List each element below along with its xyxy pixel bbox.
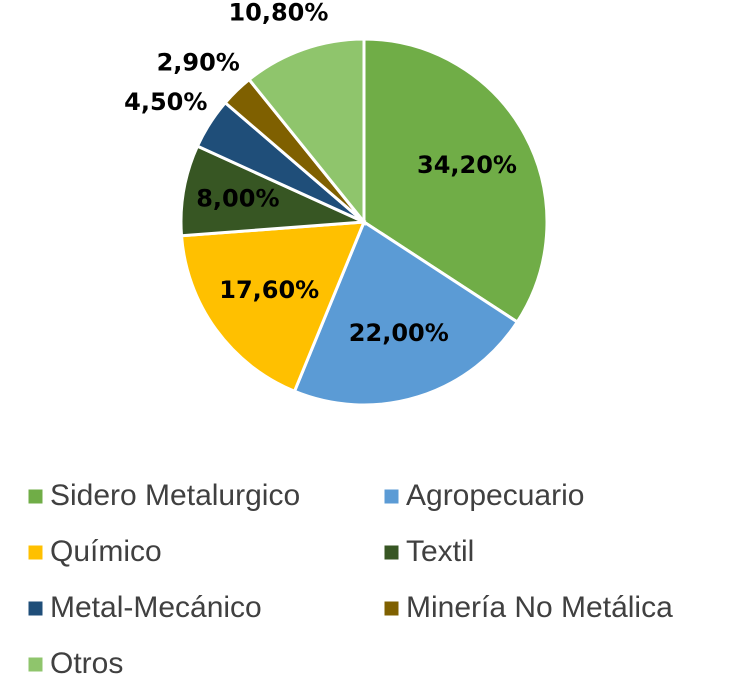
legend-label: Minería No Metálica <box>406 591 673 624</box>
legend-swatch <box>383 600 400 617</box>
data-label: 22,00% <box>349 319 449 347</box>
legend-label: Textil <box>406 535 474 568</box>
legend-label: Químico <box>50 535 162 568</box>
data-label: 34,20% <box>417 151 517 179</box>
pie-slice <box>247 37 366 227</box>
legend-swatch <box>27 488 44 505</box>
pie-slice <box>179 220 367 394</box>
data-label: 4,50% <box>124 88 207 116</box>
pie-slice <box>179 144 365 238</box>
legend-swatch <box>383 488 400 505</box>
legend-swatch <box>383 544 400 561</box>
legend-swatch <box>27 656 44 673</box>
data-label: 8,00% <box>196 185 279 213</box>
data-label: 10,80% <box>228 0 328 27</box>
legend-label: Otros <box>50 647 123 679</box>
legend-swatch <box>27 544 44 561</box>
pie-slice <box>292 219 520 407</box>
legend-label: Metal-Mecánico <box>50 591 262 624</box>
data-label: 2,90% <box>157 48 240 76</box>
legend-label: Agropecuario <box>406 479 584 512</box>
legend-label: Sidero Metalurgico <box>50 479 300 512</box>
data-label: 17,60% <box>219 276 319 304</box>
legend-swatch <box>27 600 44 617</box>
